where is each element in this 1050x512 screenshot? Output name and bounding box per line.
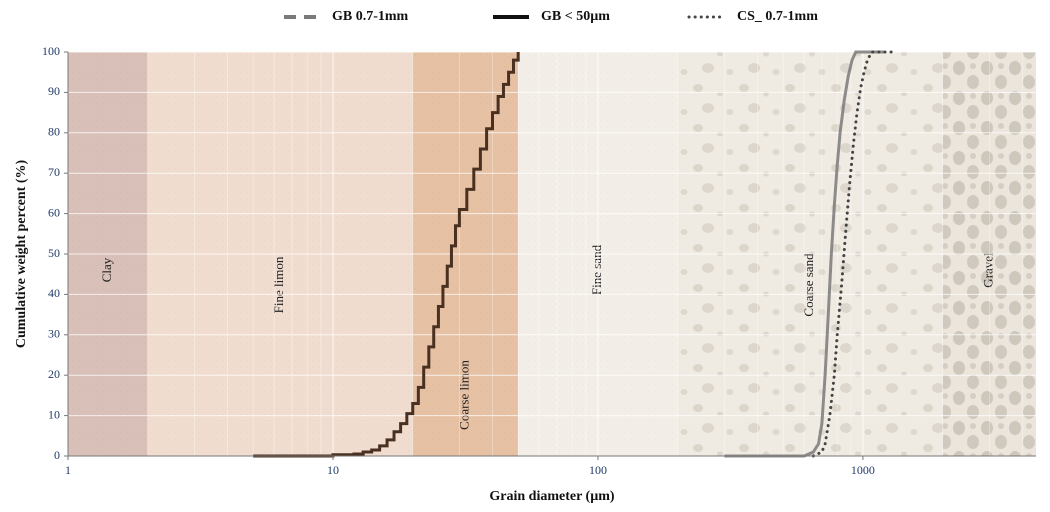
zone-label-clay: Clay — [99, 257, 114, 282]
legend-label-cs-0-7-1mm: CS_ 0.7-1mm — [737, 9, 818, 24]
zone-label-fine-limon: Fine limon — [271, 256, 286, 313]
y-tick-label-80: 80 — [48, 125, 60, 139]
x-axis-title: Grain diameter (µm) — [489, 489, 615, 504]
zone-label-coarse-limon: Coarse limon — [456, 360, 471, 430]
y-tick-label-90: 90 — [48, 84, 60, 98]
y-tick-label-20: 20 — [48, 367, 60, 381]
y-axis-title: Cumulative weight percent (%) — [14, 160, 29, 349]
y-tick-label-30: 30 — [48, 327, 60, 341]
y-tick-label-50: 50 — [48, 246, 60, 260]
legend-label-gb-50-m: GB < 50µm — [541, 9, 610, 24]
y-tick-label-100: 100 — [42, 44, 60, 58]
y-tick-label-0: 0 — [54, 448, 60, 462]
x-tick-label-1: 1 — [65, 463, 71, 477]
legend-label-gb-0-7-1mm: GB 0.7-1mm — [332, 9, 409, 24]
y-tick-label-60: 60 — [48, 205, 60, 219]
x-tick-label-1000: 1000 — [851, 463, 875, 477]
x-tick-label-10: 10 — [327, 463, 339, 477]
series-line-gb-50-m — [253, 52, 520, 458]
series-line-gb-0-7-1mm — [724, 50, 884, 458]
y-tick-label-70: 70 — [48, 165, 60, 179]
y-tick-label-40: 40 — [48, 286, 60, 300]
zone-label-gravel: Gravel — [980, 252, 995, 288]
series-lines — [253, 50, 895, 458]
legend: GB 0.7-1mm GB < 50µm CS_ 0.7-1mm — [284, 9, 818, 24]
zone-label-fine-sand: Fine sand — [589, 244, 604, 295]
zone-label-coarse-sand: Coarse sand — [801, 253, 816, 317]
x-tick-label-100: 100 — [589, 463, 607, 477]
y-tick-label-10: 10 — [48, 407, 60, 421]
